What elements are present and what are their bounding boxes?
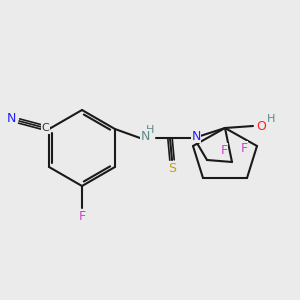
Text: F: F xyxy=(240,142,247,154)
Text: F: F xyxy=(78,211,85,224)
Text: N: N xyxy=(191,130,201,142)
Text: N: N xyxy=(6,112,16,125)
Text: C: C xyxy=(41,123,49,133)
Text: O: O xyxy=(256,119,266,133)
Text: F: F xyxy=(220,143,228,157)
Text: N: N xyxy=(140,130,150,142)
Text: H: H xyxy=(267,114,275,124)
Text: S: S xyxy=(168,163,176,176)
Text: H: H xyxy=(146,125,154,135)
